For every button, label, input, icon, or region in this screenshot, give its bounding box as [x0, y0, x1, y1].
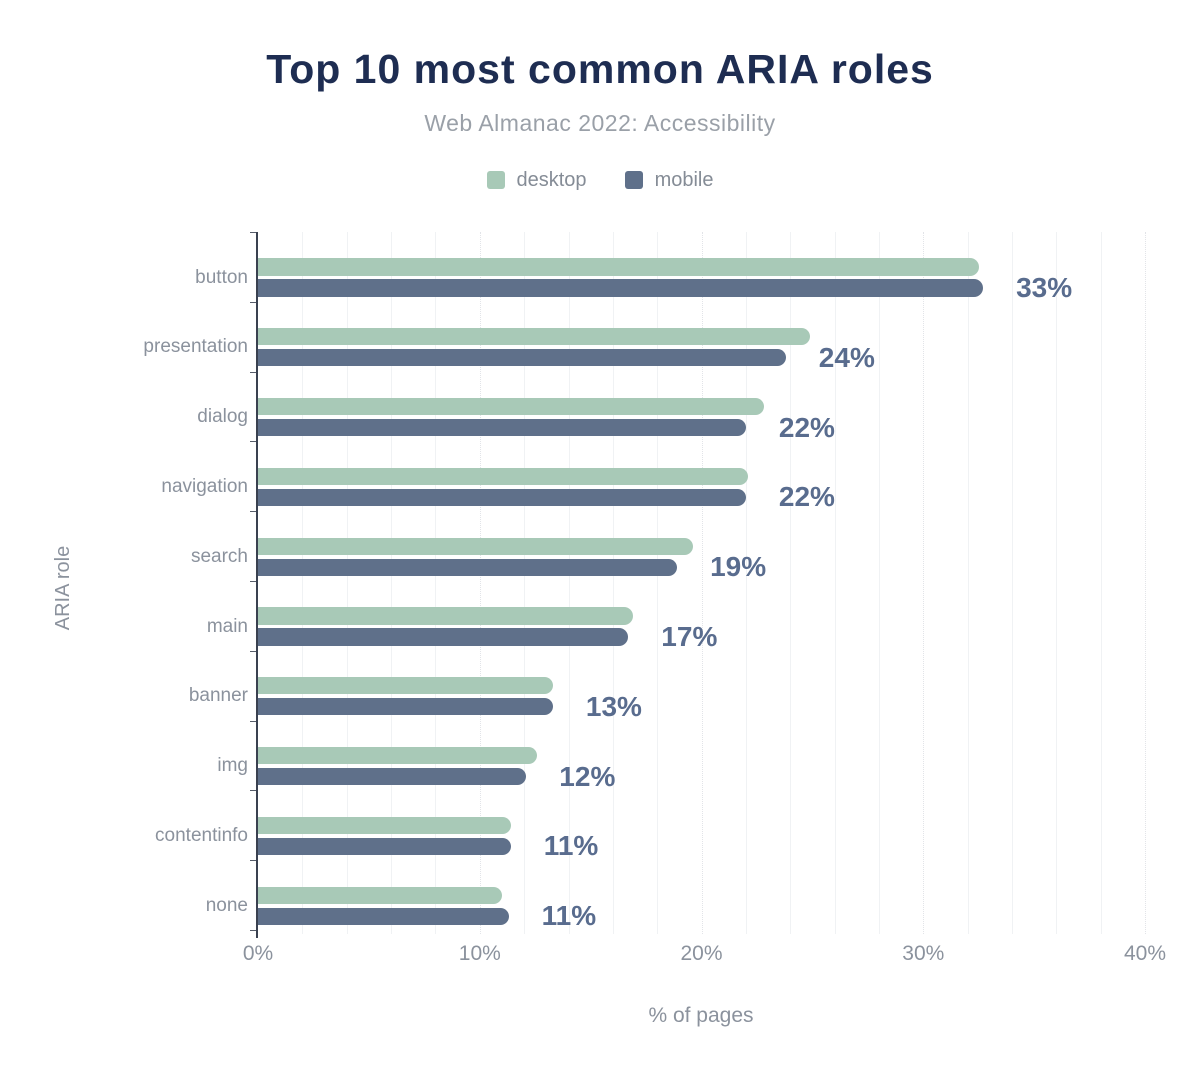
legend-item-mobile: mobile [624, 168, 714, 192]
grid-line-minor [568, 232, 570, 934]
bar-mobile [258, 418, 746, 437]
grid-line-major [923, 232, 925, 934]
y-axis-line [256, 232, 258, 938]
grid-line-minor [1012, 232, 1013, 934]
bar-desktop [258, 607, 633, 625]
y-axis-tick [250, 441, 256, 443]
bar-mobile [258, 907, 509, 925]
y-axis-tick [250, 720, 256, 722]
y-axis-tick [250, 581, 256, 582]
category-label: none [205, 894, 248, 916]
y-axis-tick [250, 860, 256, 862]
legend-label-mobile: mobile [654, 168, 714, 191]
grid-line-minor [1100, 232, 1102, 934]
grid-line-minor [878, 232, 880, 934]
value-label: 22% [778, 411, 835, 443]
grid-line-minor [657, 232, 659, 934]
bar-desktop [258, 258, 979, 276]
legend-label-desktop: desktop [516, 168, 587, 191]
category-label: main [206, 615, 248, 637]
x-axis-title: % of pages [648, 1004, 754, 1027]
grid-line-major [479, 232, 481, 934]
value-label: 13% [585, 690, 642, 722]
value-label: 17% [661, 621, 718, 652]
bar-desktop [258, 537, 693, 555]
grid-line-minor [790, 232, 792, 934]
legend: desktop mobile [0, 168, 1200, 192]
y-axis-tick [250, 371, 256, 373]
category-label: presentation [143, 336, 248, 358]
bar-desktop [258, 816, 511, 835]
category-label: button [195, 266, 248, 288]
bar-mobile [258, 767, 527, 786]
bar-mobile [258, 488, 746, 507]
x-tick-label: 40% [1123, 942, 1167, 965]
bar-desktop [258, 397, 764, 416]
grid-line-minor [346, 232, 348, 934]
category-label: dialog [197, 406, 248, 428]
grid-line-minor [391, 232, 393, 934]
grid-line-minor [834, 232, 836, 934]
category-label: search [190, 545, 248, 567]
bar-desktop [258, 677, 553, 695]
grid-line-major [1145, 232, 1146, 934]
value-label: 24% [818, 341, 875, 373]
value-label: 33% [1016, 272, 1073, 303]
category-label: navigation [161, 475, 248, 497]
category-label: img [217, 755, 248, 777]
bar-mobile [258, 837, 511, 856]
y-axis-tick [250, 301, 256, 303]
bar-mobile [258, 349, 786, 367]
bar-mobile [258, 698, 553, 716]
grid-line-minor [435, 232, 437, 934]
grid-line-major [701, 232, 703, 934]
grid-line-minor [524, 232, 526, 934]
bar-mobile [258, 628, 629, 646]
mobile-swatch-icon [624, 171, 643, 189]
bar-mobile [258, 558, 678, 576]
chart-subtitle: Web Almanac 2022: Accessibility [424, 110, 776, 136]
legend-item-desktop: desktop [486, 168, 587, 192]
bar-mobile [258, 279, 984, 297]
bar-desktop [258, 467, 749, 486]
value-label: 12% [559, 760, 616, 792]
value-label: 19% [710, 551, 767, 583]
chart-title: Top 10 most common ARIA roles [266, 46, 934, 92]
y-axis-tick [250, 511, 256, 513]
category-label: banner [188, 685, 248, 707]
grid-line-minor [967, 232, 969, 934]
value-label: 11% [541, 900, 597, 932]
y-axis-tick [250, 930, 256, 931]
x-tick-label: 20% [680, 942, 723, 965]
x-tick-label: 0% [242, 942, 274, 965]
y-axis-tick [250, 232, 256, 233]
value-label: 22% [778, 481, 835, 513]
grid-line-minor [302, 232, 304, 934]
x-tick-label: 10% [458, 942, 501, 965]
grid-line-minor [612, 232, 614, 934]
x-tick-label: 30% [902, 942, 945, 965]
bar-desktop [258, 886, 502, 904]
y-axis-tick [250, 650, 256, 652]
bar-desktop [258, 746, 538, 765]
category-label: contentinfo [155, 824, 248, 846]
y-axis-tick [250, 790, 256, 792]
y-axis-title: ARIA role [52, 545, 74, 631]
bar-desktop [258, 328, 811, 346]
value-label: 11% [543, 830, 599, 862]
grid-line-minor [1056, 232, 1058, 934]
desktop-swatch-icon [486, 171, 505, 189]
grid-line-minor [745, 232, 747, 934]
